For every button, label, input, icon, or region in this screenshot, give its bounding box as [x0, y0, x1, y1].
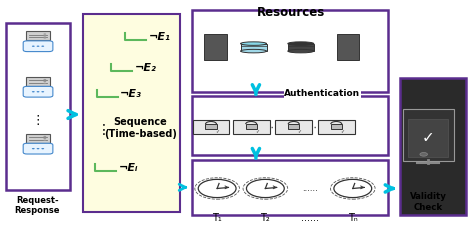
FancyBboxPatch shape: [23, 41, 53, 52]
FancyBboxPatch shape: [26, 134, 50, 143]
Ellipse shape: [288, 49, 314, 53]
Bar: [6, 23, 70, 190]
Ellipse shape: [240, 49, 266, 53]
Text: ✓: ✓: [421, 130, 434, 145]
Bar: [408, 119, 448, 157]
Text: Resources: Resources: [257, 6, 326, 19]
Bar: [205, 124, 217, 129]
FancyBboxPatch shape: [23, 86, 53, 97]
Text: Authentication: Authentication: [284, 89, 360, 98]
Text: ✓: ✓: [215, 128, 219, 133]
Circle shape: [44, 37, 46, 38]
Circle shape: [44, 138, 46, 139]
Text: Tₙ: Tₙ: [348, 213, 358, 223]
Text: T₁: T₁: [212, 213, 222, 223]
FancyBboxPatch shape: [233, 120, 270, 134]
Circle shape: [36, 91, 39, 93]
Circle shape: [44, 33, 46, 35]
Circle shape: [32, 148, 35, 149]
Text: ¬Eᵢ: ¬Eᵢ: [119, 163, 138, 173]
FancyBboxPatch shape: [26, 77, 50, 86]
Circle shape: [32, 91, 35, 93]
Circle shape: [246, 179, 284, 198]
Text: Validity
Check: Validity Check: [410, 192, 447, 212]
Bar: [192, 96, 388, 155]
Circle shape: [41, 46, 44, 47]
Bar: [240, 44, 266, 51]
Circle shape: [334, 179, 372, 198]
Text: ¬E₂: ¬E₂: [135, 63, 156, 73]
FancyBboxPatch shape: [337, 34, 359, 60]
Bar: [192, 10, 388, 92]
Circle shape: [44, 79, 46, 80]
Circle shape: [44, 83, 46, 84]
Circle shape: [41, 91, 44, 93]
FancyBboxPatch shape: [23, 143, 53, 154]
Text: ✓: ✓: [340, 128, 344, 133]
Circle shape: [36, 148, 39, 149]
Circle shape: [44, 136, 46, 137]
Bar: [288, 44, 314, 51]
Text: T₂: T₂: [261, 213, 270, 223]
Ellipse shape: [240, 42, 266, 45]
Circle shape: [32, 46, 35, 47]
FancyBboxPatch shape: [275, 120, 312, 134]
FancyBboxPatch shape: [403, 109, 454, 161]
Bar: [288, 124, 299, 129]
FancyBboxPatch shape: [318, 120, 355, 134]
Circle shape: [44, 140, 46, 141]
Text: Request-
Response: Request- Response: [14, 196, 60, 215]
Text: ¬E₃: ¬E₃: [120, 89, 142, 99]
Text: ......: ......: [301, 213, 319, 223]
FancyBboxPatch shape: [26, 31, 50, 41]
Bar: [246, 124, 257, 129]
Bar: [331, 124, 342, 129]
Circle shape: [420, 153, 428, 156]
Bar: [192, 160, 388, 215]
Text: ✓: ✓: [255, 128, 259, 133]
Text: ⋮: ⋮: [97, 123, 110, 137]
Text: Sequence
(Time-based): Sequence (Time-based): [104, 117, 176, 139]
Bar: [400, 78, 466, 215]
Text: ⋮: ⋮: [32, 114, 44, 127]
Bar: [83, 14, 180, 212]
Circle shape: [44, 35, 46, 37]
Ellipse shape: [288, 42, 314, 45]
Text: ✓: ✓: [298, 128, 302, 133]
Circle shape: [41, 148, 44, 149]
Circle shape: [36, 46, 39, 47]
Circle shape: [198, 179, 236, 198]
Text: ¬E₁: ¬E₁: [149, 32, 171, 42]
Circle shape: [44, 81, 46, 82]
Text: ......: ......: [302, 184, 318, 193]
FancyBboxPatch shape: [204, 34, 227, 60]
FancyBboxPatch shape: [192, 120, 229, 134]
